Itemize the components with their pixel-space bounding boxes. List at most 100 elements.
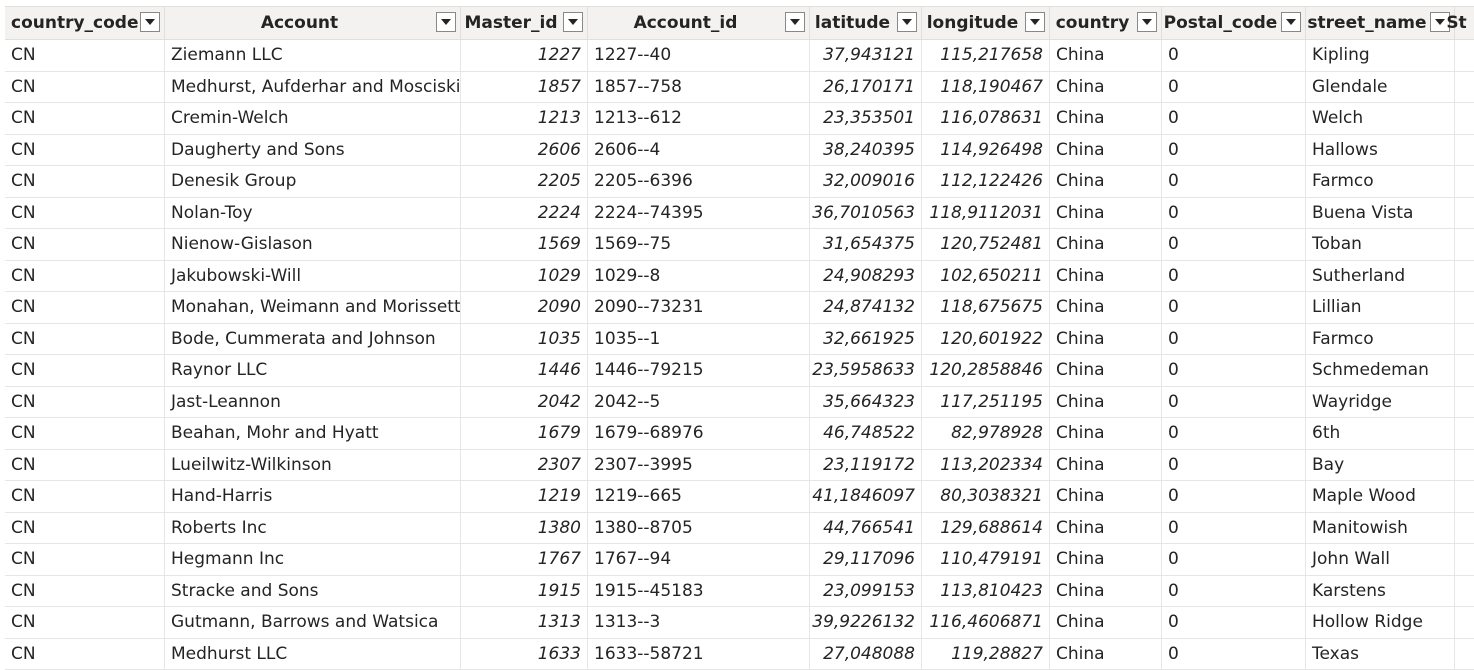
table-cell: 1446--79215 <box>588 355 810 386</box>
table-cell <box>1455 261 1474 292</box>
table-cell: CN <box>5 450 165 481</box>
table-cell: 2224 <box>461 198 588 229</box>
table-cell: Beahan, Mohr and Hyatt <box>165 418 461 449</box>
table-cell <box>1455 292 1474 323</box>
table-cell: China <box>1050 229 1162 260</box>
table-cell: 2224--74395 <box>588 198 810 229</box>
column-header-label: Postal_code <box>1164 13 1278 33</box>
filter-dropdown-icon[interactable] <box>897 12 917 32</box>
table-cell: 0 <box>1162 387 1306 418</box>
table-cell: 32,009016 <box>810 166 922 197</box>
filter-dropdown-icon[interactable] <box>1281 12 1301 32</box>
table-cell: Hand-Harris <box>165 481 461 512</box>
table-cell: CN <box>5 639 165 670</box>
table-cell: 2205--6396 <box>588 166 810 197</box>
table-cell: China <box>1050 261 1162 292</box>
table-cell: Monahan, Weimann and Morissette <box>165 292 461 323</box>
table-cell: 2307--3995 <box>588 450 810 481</box>
table-cell: China <box>1050 544 1162 575</box>
column-header-longitude[interactable]: longitude <box>922 7 1050 39</box>
table-cell: 27,048088 <box>810 639 922 670</box>
column-header-street-name[interactable]: street_name <box>1306 7 1455 39</box>
table-cell: CN <box>5 292 165 323</box>
column-header-country[interactable]: country <box>1050 7 1162 39</box>
table-cell: 118,675675 <box>922 292 1050 323</box>
table-cell: Bode, Cummerata and Johnson <box>165 324 461 355</box>
table-cell <box>1455 324 1474 355</box>
filter-dropdown-icon[interactable] <box>563 12 583 32</box>
table-cell: China <box>1050 40 1162 71</box>
table-cell: 1313 <box>461 607 588 638</box>
table-cell: 44,766541 <box>810 513 922 544</box>
table-cell: 0 <box>1162 418 1306 449</box>
table-cell: 38,240395 <box>810 135 922 166</box>
table-cell: 0 <box>1162 166 1306 197</box>
table-cell: 0 <box>1162 450 1306 481</box>
table-cell: 1679 <box>461 418 588 449</box>
column-header-st[interactable]: St <box>1455 7 1474 39</box>
filter-dropdown-icon[interactable] <box>1137 12 1157 32</box>
column-header-account-id[interactable]: Account_id <box>588 7 810 39</box>
column-header-latitude[interactable]: latitude <box>810 7 922 39</box>
table-cell: 1380--8705 <box>588 513 810 544</box>
table-cell: Nienow-Gislason <box>165 229 461 260</box>
table-cell: 0 <box>1162 198 1306 229</box>
filter-dropdown-icon[interactable] <box>785 12 805 32</box>
table-cell: China <box>1050 166 1162 197</box>
table-cell: 31,654375 <box>810 229 922 260</box>
table-cell: 116,4606871 <box>922 607 1050 638</box>
table-cell: Roberts Inc <box>165 513 461 544</box>
table-cell: 2042 <box>461 387 588 418</box>
table-cell: 1857 <box>461 72 588 103</box>
table-cell: 118,190467 <box>922 72 1050 103</box>
column-header-country-code[interactable]: country_code <box>5 7 165 39</box>
table-cell: CN <box>5 72 165 103</box>
table-cell: China <box>1050 324 1162 355</box>
table-cell: Welch <box>1306 103 1455 134</box>
table-cell: Karstens <box>1306 576 1455 607</box>
table-cell: 1633 <box>461 639 588 670</box>
table-cell <box>1455 229 1474 260</box>
table-cell <box>1455 103 1474 134</box>
table-cell: 120,601922 <box>922 324 1050 355</box>
table-cell: 119,28827 <box>922 639 1050 670</box>
table-cell: Maple Wood <box>1306 481 1455 512</box>
table-cell: 0 <box>1162 324 1306 355</box>
table-cell: Wayridge <box>1306 387 1455 418</box>
table-cell: Denesik Group <box>165 166 461 197</box>
table-cell: Hallows <box>1306 135 1455 166</box>
table-cell: 118,9112031 <box>922 198 1050 229</box>
table-cell: CN <box>5 103 165 134</box>
column-header-master-id[interactable]: Master_id <box>461 7 588 39</box>
table-cell: 1569--75 <box>588 229 810 260</box>
filter-dropdown-icon[interactable] <box>436 12 456 32</box>
table-cell: 110,479191 <box>922 544 1050 575</box>
table-cell: 1219--665 <box>588 481 810 512</box>
table-cell: CN <box>5 607 165 638</box>
column-header-label: country <box>1056 13 1130 33</box>
filter-dropdown-icon[interactable] <box>140 12 160 32</box>
filter-dropdown-icon[interactable] <box>1025 12 1045 32</box>
column-header-postal-code[interactable]: Postal_code <box>1162 7 1306 39</box>
column-header-account[interactable]: Account <box>165 7 461 39</box>
